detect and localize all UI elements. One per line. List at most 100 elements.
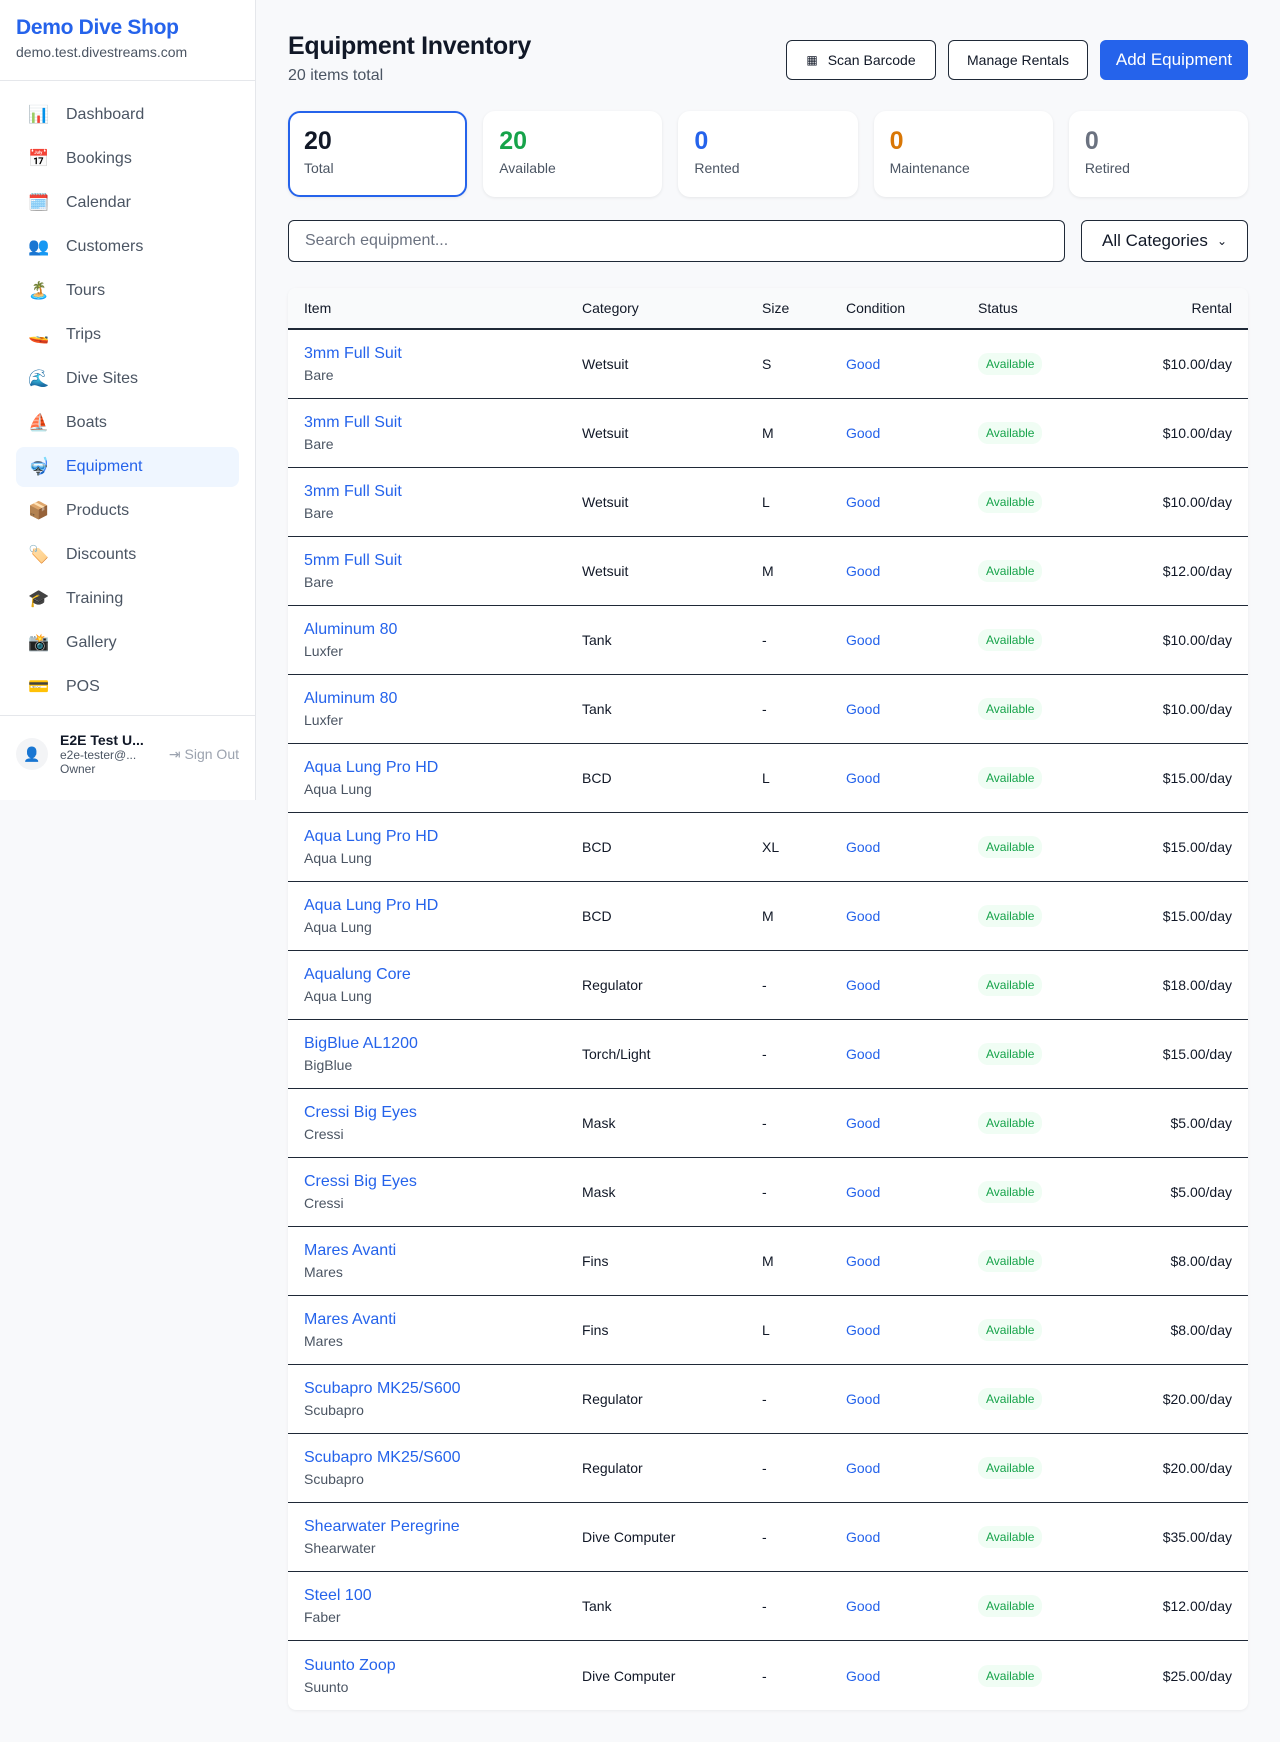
- stat-card-retired[interactable]: 0 Retired: [1068, 111, 1249, 197]
- category-select[interactable]: All Categories ⌄: [1081, 220, 1248, 262]
- table-row: Mares Avanti Mares Fins L Good Available …: [288, 1296, 1248, 1365]
- header-item[interactable]: Item: [304, 300, 332, 316]
- sidebar-item-dive-sites[interactable]: 🌊 Dive Sites: [16, 359, 239, 399]
- condition-cell: Good: [846, 494, 881, 510]
- sidebar-item-pos[interactable]: 💳 POS: [16, 667, 239, 707]
- item-name-link[interactable]: Aqua Lung Pro HD: [304, 828, 439, 845]
- item-name-link[interactable]: 3mm Full Suit: [304, 483, 402, 500]
- stat-card-available[interactable]: 20 Available: [483, 111, 663, 197]
- dive-sites-icon: 🌊: [28, 369, 50, 388]
- sign-out-label: Sign Out: [184, 745, 239, 762]
- status-badge: Available: [978, 422, 1043, 444]
- size-cell: -: [762, 1115, 767, 1131]
- category-cell: Wetsuit: [582, 425, 629, 441]
- sidebar-item-boats[interactable]: ⛵ Boats: [16, 403, 239, 443]
- item-name-link[interactable]: Scubapro MK25/S600: [304, 1449, 461, 1466]
- discounts-icon: 🏷️: [28, 545, 50, 564]
- sidebar-item-calendar[interactable]: 🗓️ Calendar: [16, 183, 239, 223]
- item-name-link[interactable]: Aqua Lung Pro HD: [304, 897, 439, 914]
- item-name-link[interactable]: 5mm Full Suit: [304, 552, 402, 569]
- sidebar: Demo Dive Shop demo.test.divestreams.com…: [0, 0, 256, 800]
- rental-price: $35.00/day: [1162, 1529, 1232, 1545]
- item-brand: Bare: [304, 436, 334, 452]
- item-name-link[interactable]: Cressi Big Eyes: [304, 1173, 417, 1190]
- manage-rentals-button[interactable]: Manage Rentals: [948, 40, 1088, 80]
- header-condition[interactable]: Condition: [846, 300, 906, 316]
- item-brand: BigBlue: [304, 1057, 353, 1073]
- header-status[interactable]: Status: [978, 300, 1018, 316]
- sidebar-item-equipment[interactable]: 🤿 Equipment: [16, 447, 239, 487]
- size-cell: -: [762, 1460, 767, 1476]
- item-name-link[interactable]: Mares Avanti: [304, 1311, 397, 1328]
- stat-label: Maintenance: [889, 160, 970, 176]
- item-cell: Aluminum 80 Luxfer: [304, 621, 397, 659]
- stat-card-rented[interactable]: 0 Rented: [678, 111, 858, 197]
- item-name-link[interactable]: Aluminum 80: [304, 621, 398, 638]
- item-name-link[interactable]: BigBlue AL1200: [304, 1035, 418, 1052]
- item-name-link[interactable]: Mares Avanti: [304, 1242, 397, 1259]
- size-cell: -: [762, 1598, 767, 1614]
- item-name-link[interactable]: Shearwater Peregrine: [304, 1518, 460, 1535]
- sidebar-item-gallery[interactable]: 📸 Gallery: [16, 623, 239, 663]
- table-row: Suunto Zoop Suunto Dive Computer - Good A…: [288, 1641, 1248, 1710]
- item-name-link[interactable]: Aqua Lung Pro HD: [304, 759, 439, 776]
- status-badge: Available: [978, 1457, 1043, 1479]
- item-cell: Aqua Lung Pro HD Aqua Lung: [304, 897, 438, 935]
- item-brand: Cressi: [304, 1126, 344, 1142]
- item-name-link[interactable]: Steel 100: [304, 1587, 372, 1604]
- table-row: Aqua Lung Pro HD Aqua Lung BCD M Good Ava…: [288, 882, 1248, 951]
- item-name-link[interactable]: 3mm Full Suit: [304, 345, 402, 362]
- sign-out-icon: ⇥: [168, 745, 181, 762]
- user-panel: 👤 E2E Test U... e2e-tester@... Owner ⇥ S…: [0, 715, 255, 792]
- size-cell: -: [762, 977, 767, 993]
- item-name-link[interactable]: Suunto Zoop: [304, 1656, 396, 1674]
- table-row: Aqua Lung Pro HD Aqua Lung BCD XL Good Av…: [288, 813, 1248, 882]
- item-name-link[interactable]: 3mm Full Suit: [304, 414, 402, 431]
- header-category[interactable]: Category: [582, 300, 639, 316]
- item-brand: Mares: [304, 1264, 343, 1280]
- condition-cell: Good: [846, 1046, 881, 1062]
- boats-icon: ⛵: [28, 413, 50, 432]
- item-brand: Bare: [304, 367, 334, 383]
- rental-price: $8.00/day: [1170, 1253, 1233, 1269]
- search-input[interactable]: [288, 220, 1065, 262]
- add-equipment-button[interactable]: Add Equipment: [1100, 40, 1248, 80]
- item-brand: Aqua Lung: [304, 988, 372, 1004]
- item-name-link[interactable]: Cressi Big Eyes: [304, 1104, 417, 1121]
- stat-card-total[interactable]: 20 Total: [288, 111, 468, 197]
- sidebar-item-customers[interactable]: 👥 Customers: [16, 227, 239, 267]
- category-cell: Tank: [582, 1598, 612, 1614]
- sidebar-item-tours[interactable]: 🏝️ Tours: [16, 271, 239, 311]
- item-name-link[interactable]: Scubapro MK25/S600: [304, 1380, 461, 1397]
- stat-value: 20: [304, 127, 332, 155]
- size-cell: -: [762, 1667, 767, 1684]
- sidebar-item-products[interactable]: 📦 Products: [16, 491, 239, 531]
- item-name-link[interactable]: Aqualung Core: [304, 966, 411, 983]
- shop-name[interactable]: Demo Dive Shop: [16, 16, 179, 39]
- item-brand: Bare: [304, 574, 334, 590]
- item-cell: Steel 100 Faber: [304, 1587, 372, 1625]
- sidebar-item-training[interactable]: 🎓 Training: [16, 579, 239, 619]
- training-icon: 🎓: [28, 589, 50, 608]
- user-role: Owner: [60, 762, 96, 776]
- header-rental[interactable]: Rental: [1191, 300, 1232, 316]
- sidebar-item-label: POS: [66, 678, 100, 695]
- rental-price: $12.00/day: [1162, 1598, 1232, 1614]
- rental-price: $5.00/day: [1170, 1115, 1233, 1131]
- table-row: 3mm Full Suit Bare Wetsuit S Good Availab…: [288, 330, 1248, 399]
- stat-label: Retired: [1084, 160, 1130, 176]
- item-name-link[interactable]: Aluminum 80: [304, 690, 398, 707]
- table-row: Aqualung Core Aqua Lung Regulator - Good …: [288, 951, 1248, 1020]
- sidebar-item-dashboard[interactable]: 📊 Dashboard: [16, 95, 239, 135]
- sidebar-item-bookings[interactable]: 📅 Bookings: [16, 139, 239, 179]
- pos-icon: 💳: [28, 677, 50, 696]
- header-size[interactable]: Size: [762, 300, 790, 316]
- sign-out-button[interactable]: ⇥ Sign Out: [169, 746, 239, 763]
- scan-barcode-button[interactable]: ▦ Scan Barcode: [786, 40, 936, 80]
- stat-value: 0: [694, 127, 709, 155]
- sidebar-item-discounts[interactable]: 🏷️ Discounts: [16, 535, 239, 575]
- sidebar-item-trips[interactable]: 🚤 Trips: [16, 315, 239, 355]
- rental-price: $18.00/day: [1162, 977, 1232, 993]
- stat-card-maintenance[interactable]: 0 Maintenance: [873, 111, 1053, 197]
- user-avatar-icon: 👤: [16, 738, 48, 770]
